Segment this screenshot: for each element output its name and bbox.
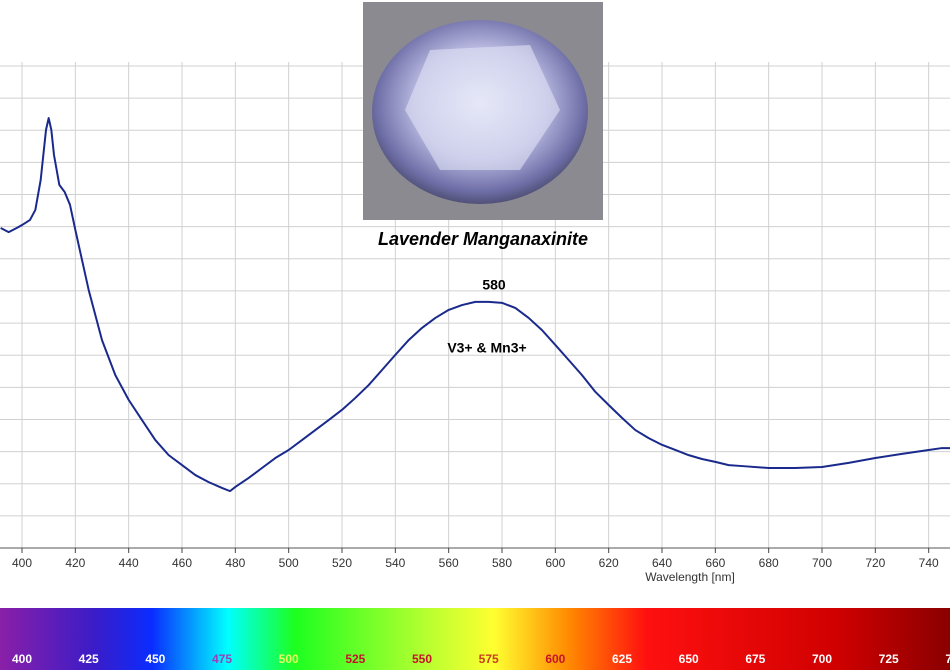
x-tick-label: 480 [225,556,245,570]
spectrum-label: 475 [212,652,232,666]
spectrum-label: 550 [412,652,432,666]
x-tick-label: 500 [279,556,299,570]
x-tick-label: 420 [65,556,85,570]
x-tick-label: 600 [545,556,565,570]
x-tick-label: 560 [439,556,459,570]
x-tick-label: 620 [599,556,619,570]
x-tick-label: 540 [385,556,405,570]
spectrum-label: 750 [945,652,950,666]
gem-photo [363,2,603,220]
spectrum-label: 425 [79,652,99,666]
x-tick-label: 740 [919,556,939,570]
x-tick-label: 660 [705,556,725,570]
x-tick-label: 680 [759,556,779,570]
spectrum-label: 625 [612,652,632,666]
x-tick-label: 440 [119,556,139,570]
spectrum-label: 500 [279,652,299,666]
spectrum-label: 650 [679,652,699,666]
x-tick-label: 640 [652,556,672,570]
x-tick-label: 520 [332,556,352,570]
spectrum-label: 575 [479,652,499,666]
spectrum-label: 725 [879,652,899,666]
spectrum-bar [0,608,950,670]
spectrum-label: 675 [745,652,765,666]
x-tick-label: 720 [865,556,885,570]
gem-caption: Lavender Manganaxinite [378,229,588,249]
x-tick-label: 460 [172,556,192,570]
x-axis-label: Wavelength [nm] [645,570,735,584]
spectrum-label: 700 [812,652,832,666]
spectrum-label: 600 [545,652,565,666]
peak-annotation: V3+ & Mn3+ [447,340,526,356]
spectrum-label: 450 [145,652,165,666]
peak-label: 580 [482,277,506,293]
x-tick-label: 580 [492,556,512,570]
spectrum-label: 400 [12,652,32,666]
spectrum-label: 525 [345,652,365,666]
x-tick-label: 400 [12,556,32,570]
x-tick-label: 700 [812,556,832,570]
spectrum-line [0,117,950,493]
